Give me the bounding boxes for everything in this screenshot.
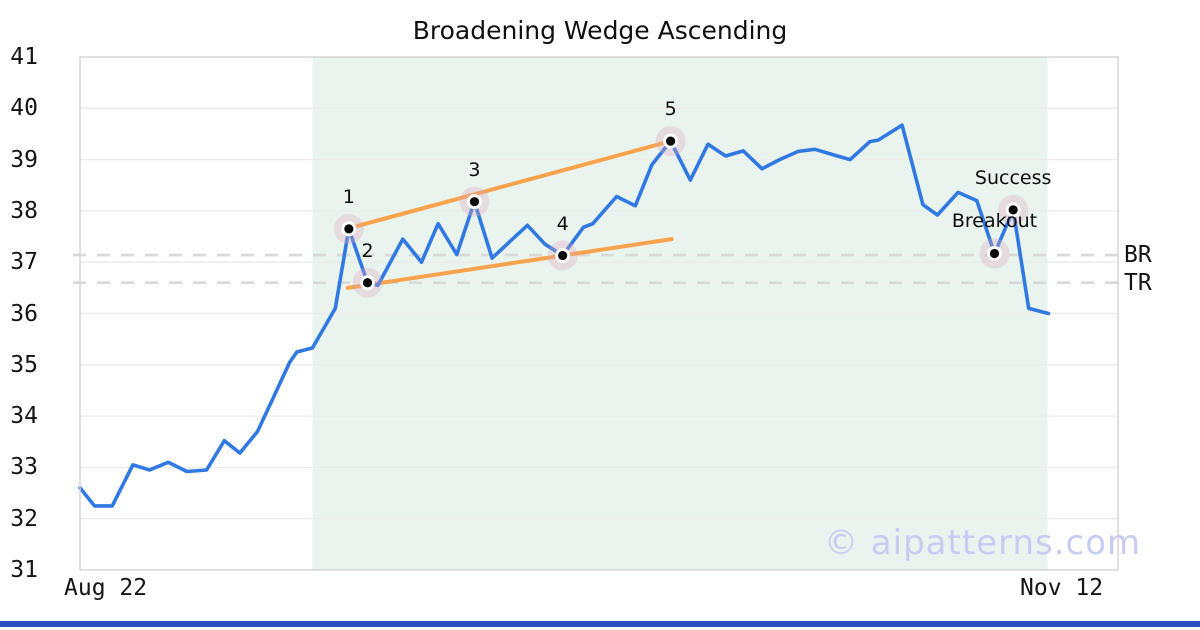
trendline-lower	[345, 237, 674, 290]
y-axis-tick-label: 41	[10, 44, 38, 70]
y-axis-tick-label: 34	[10, 403, 38, 430]
bottom-accent-bar	[0, 621, 1200, 627]
level-label-br: BR	[1124, 242, 1152, 269]
marker-dot	[1008, 205, 1018, 215]
y-axis-tick-label: 35	[10, 351, 38, 378]
marker-label-breakout: Breakout	[951, 210, 1038, 233]
marker-dot	[469, 197, 480, 207]
marker-label-success: Success	[974, 166, 1052, 189]
x-axis-label-end: Nov 12	[1020, 575, 1104, 601]
y-axis-tick-label: 37	[10, 249, 38, 276]
chart-title: Broadening Wedge Ascending	[412, 16, 788, 45]
y-axis-tick-label: 33	[10, 454, 38, 481]
y-axis-tick-label: 31	[10, 557, 38, 583]
marker-dot	[362, 278, 373, 288]
y-axis-tick-label: 39	[10, 146, 38, 173]
marker-label-2: 2	[361, 239, 374, 262]
marker-label-1: 1	[342, 185, 355, 208]
plot-border	[79, 56, 1119, 571]
y-axis-tick-label: 38	[10, 197, 38, 224]
marker-dot	[989, 248, 1000, 259]
marker-label-4: 4	[556, 212, 569, 235]
y-axis-tick-label: 40	[10, 95, 38, 122]
marker-dot	[558, 250, 568, 261]
price-line	[78, 123, 1051, 508]
level-label-tr: TR	[1124, 269, 1152, 296]
marker-dot	[666, 136, 676, 146]
marker-label-5: 5	[664, 98, 677, 121]
marker-dot	[344, 224, 354, 234]
y-axis-tick-label: 32	[10, 505, 38, 532]
marker-label-3: 3	[468, 158, 481, 181]
x-axis-label-start: Aug 22	[64, 575, 148, 601]
watermark: © aipatterns.com	[824, 523, 1142, 563]
y-axis-tick-label: 36	[10, 300, 38, 327]
trendline-upper	[346, 139, 673, 231]
